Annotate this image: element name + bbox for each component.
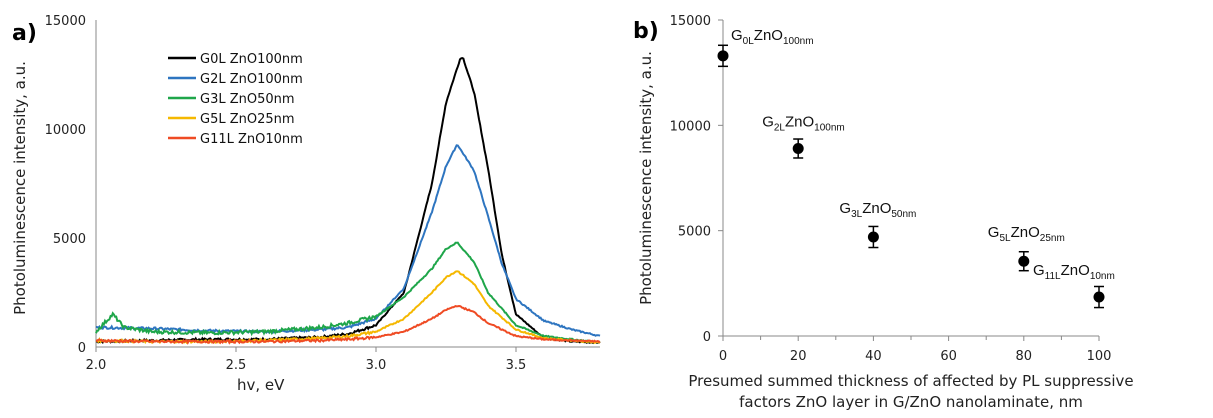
series-line-5 — [95, 304, 601, 345]
panel-b-x-tick-label: 100 — [1087, 349, 1112, 364]
point-label-5: G11LZnO10nm — [1033, 262, 1115, 282]
panel-a-y-axis-label: Photoluminescence intensity, a.u. — [11, 61, 29, 315]
series-line-3 — [95, 241, 601, 344]
legend-entry-5: G11L ZnO10nm — [200, 132, 303, 147]
panel-b-y-axis-label: Photoluminescence intensity, a.u. — [637, 51, 655, 305]
panel-b-x-axis-label-line-1: Presumed summed thickness of affected by… — [688, 372, 1133, 390]
data-point — [1018, 255, 1030, 267]
panel-a-label: a) — [12, 21, 37, 46]
panel-b-chart: 0 5000 10000 15000 0 20 40 60 80 100 G0LZnO100nm… — [637, 14, 1134, 411]
panel-a-x-tick-label: 3.0 — [366, 358, 387, 373]
panel-a-x-axis-label: hv, eV — [237, 376, 285, 394]
panel-b-x-tick-label: 80 — [1016, 349, 1033, 364]
panel-b-x-tick-label: 40 — [865, 349, 882, 364]
legend-entry-2: G2L ZnO100nm — [200, 72, 303, 87]
panel-b-label: b) — [633, 19, 659, 44]
panel-b-x-tick-label: 60 — [940, 349, 957, 364]
panel-a-chart: 0 5000 10000 15000 2.0 2.5 3.0 3.5 G0L ZnO100n… — [11, 14, 601, 394]
panel-a-y-tick-label: 0 — [78, 341, 86, 356]
panel-a-x-tick-label: 2.5 — [226, 358, 247, 373]
panel-a-x-tick-label: 3.5 — [506, 358, 527, 373]
panel-b-x-axis-label-line-2: factors ZnO layer in G/ZnO nanolaminate,… — [739, 393, 1083, 411]
panel-b-x-tick-label: 20 — [790, 349, 807, 364]
legend-entry-4: G5L ZnO25nm — [200, 112, 295, 127]
panel-b-y-tick-label: 0 — [703, 330, 711, 345]
point-label-2: G2LZnO100nm — [762, 114, 845, 134]
panel-a-y-tick-label: 5000 — [53, 232, 86, 247]
data-point — [1093, 291, 1105, 303]
point-label-3: G3LZnO50nm — [839, 200, 916, 220]
series-line-1 — [95, 57, 601, 345]
panel-a-y-tick-label: 10000 — [45, 123, 86, 138]
data-point — [717, 50, 729, 62]
data-point — [792, 143, 804, 155]
panel-b-y-tick-label: 10000 — [670, 119, 711, 134]
data-point — [867, 231, 879, 243]
panel-b-y-tick-label: 5000 — [678, 225, 711, 240]
legend-entry-3: G3L ZnO50nm — [200, 92, 295, 107]
panel-a-x-tick-label: 2.0 — [86, 358, 107, 373]
point-label-1: G0LZnO100nm — [731, 27, 814, 47]
point-label-4: G5LZnO25nm — [988, 224, 1065, 244]
panel-b-y-tick-label: 15000 — [670, 14, 711, 29]
panel-a-y-tick-label: 15000 — [45, 14, 86, 29]
series-line-2 — [95, 144, 601, 337]
legend-entry-1: G0L ZnO100nm — [200, 52, 303, 67]
panel-b-x-tick-label: 0 — [719, 349, 727, 364]
